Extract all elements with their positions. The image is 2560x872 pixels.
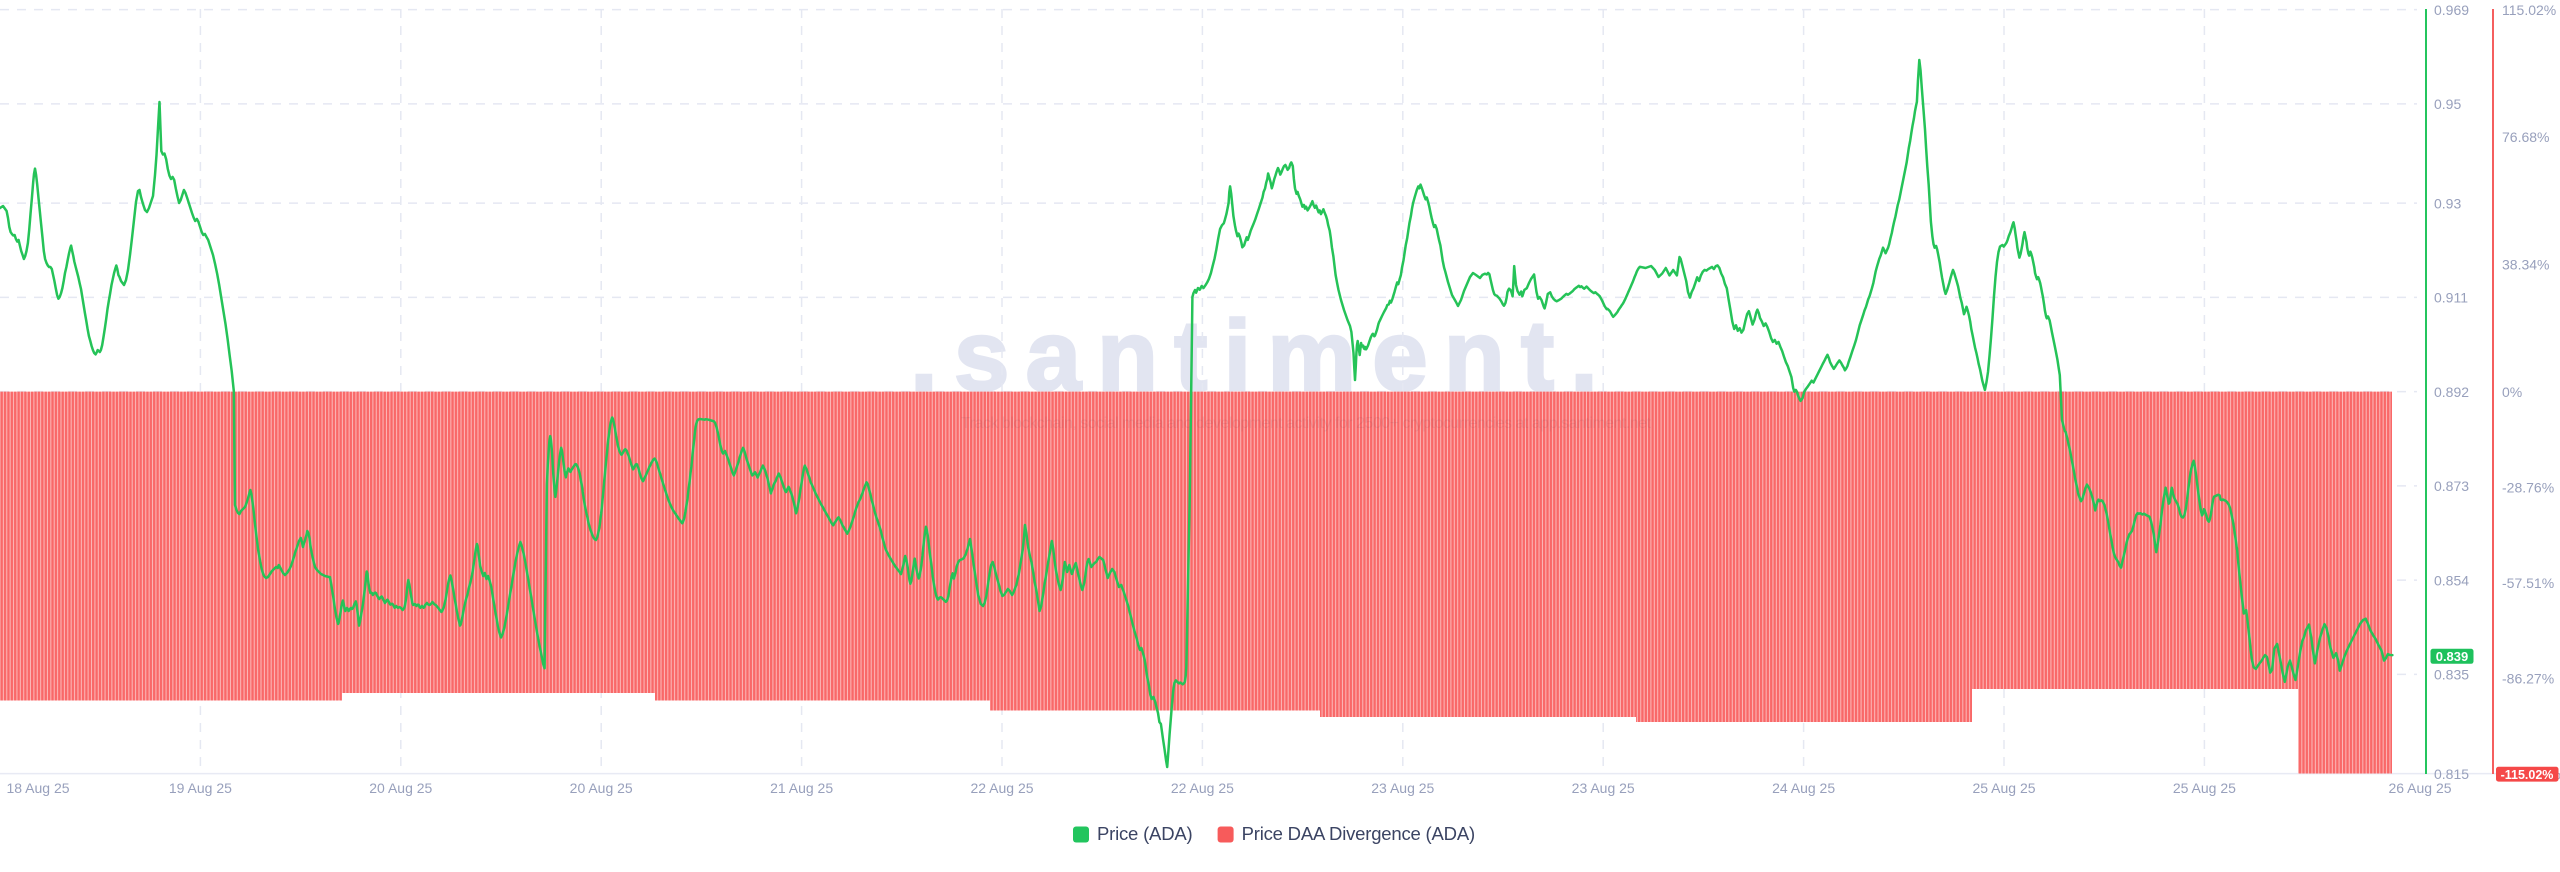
svg-text:0.95: 0.95 xyxy=(2434,96,2461,112)
svg-text:Track blockchain, social media: Track blockchain, social media and devel… xyxy=(961,415,1652,432)
svg-text:0.892: 0.892 xyxy=(2434,384,2469,400)
svg-text:21 Aug 25: 21 Aug 25 xyxy=(770,780,833,796)
svg-text:0.854: 0.854 xyxy=(2434,572,2469,588)
svg-text:38.34%: 38.34% xyxy=(2502,257,2549,273)
svg-text:0.93: 0.93 xyxy=(2434,195,2461,211)
svg-text:76.68%: 76.68% xyxy=(2502,129,2549,145)
svg-text:-28.76%: -28.76% xyxy=(2502,479,2554,495)
svg-text:22 Aug 25: 22 Aug 25 xyxy=(970,780,1033,796)
svg-text:18 Aug 25: 18 Aug 25 xyxy=(6,780,69,796)
svg-text:25 Aug 25: 25 Aug 25 xyxy=(1972,780,2035,796)
svg-text:23 Aug 25: 23 Aug 25 xyxy=(1371,780,1434,796)
svg-text:0.835: 0.835 xyxy=(2434,667,2469,683)
svg-text:19 Aug 25: 19 Aug 25 xyxy=(169,780,232,796)
svg-text:-86.27%: -86.27% xyxy=(2502,671,2554,687)
svg-text:25 Aug 25: 25 Aug 25 xyxy=(2173,780,2236,796)
svg-text:Price DAA Divergence (ADA): Price DAA Divergence (ADA) xyxy=(1242,823,1475,844)
svg-text:0.873: 0.873 xyxy=(2434,478,2469,494)
svg-text:0%: 0% xyxy=(2502,384,2522,400)
svg-text:20 Aug 25: 20 Aug 25 xyxy=(369,780,432,796)
svg-text:0.815: 0.815 xyxy=(2434,766,2469,782)
svg-text:115.02%: 115.02% xyxy=(2502,2,2556,18)
svg-text:22 Aug 25: 22 Aug 25 xyxy=(1171,780,1234,796)
svg-text:26 Aug 25: 26 Aug 25 xyxy=(2388,780,2451,796)
svg-text:Price (ADA): Price (ADA) xyxy=(1097,823,1192,844)
svg-text:0.839: 0.839 xyxy=(2436,649,2469,664)
svg-text:-57.51%: -57.51% xyxy=(2502,575,2554,591)
svg-text:0.911: 0.911 xyxy=(2434,290,2468,306)
svg-text:-115.02%: -115.02% xyxy=(2501,768,2554,782)
svg-text:23 Aug 25: 23 Aug 25 xyxy=(1572,780,1635,796)
svg-text:24 Aug 25: 24 Aug 25 xyxy=(1772,780,1835,796)
svg-text:0.969: 0.969 xyxy=(2434,2,2469,18)
svg-text:20 Aug 25: 20 Aug 25 xyxy=(570,780,633,796)
